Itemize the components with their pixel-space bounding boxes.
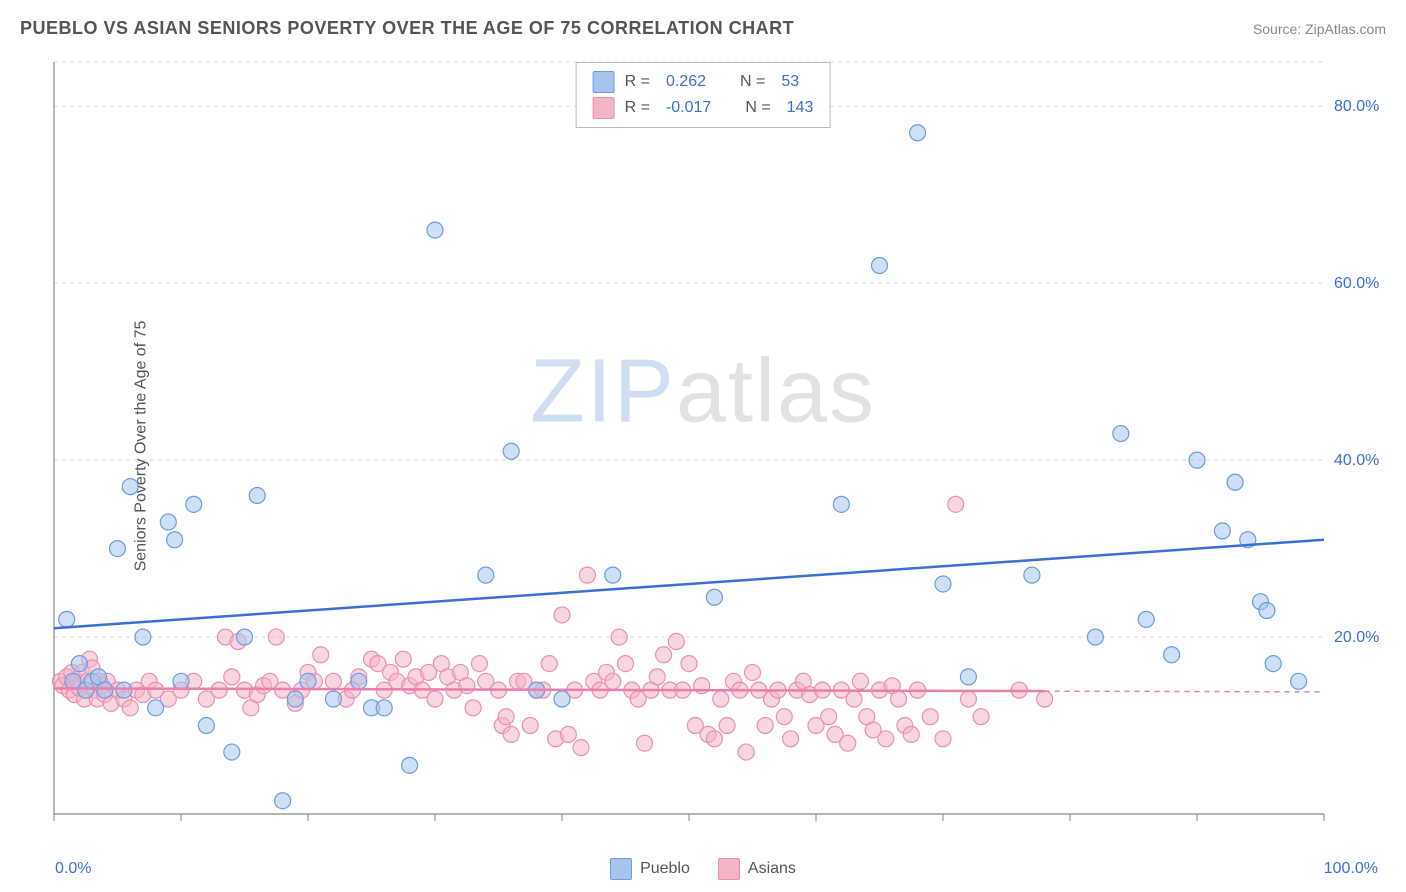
r-label: R =	[625, 69, 650, 95]
legend-item: Pueblo	[610, 858, 690, 880]
svg-text:80.0%: 80.0%	[1334, 98, 1379, 115]
svg-text:40.0%: 40.0%	[1334, 452, 1379, 469]
r-label: R =	[625, 95, 650, 121]
series-legend: Pueblo Asians	[0, 858, 1406, 880]
legend-swatch	[718, 858, 740, 880]
n-label: N =	[745, 95, 770, 121]
correlation-legend-row: R = -0.017 N = 143	[593, 95, 814, 121]
r-value: 0.262	[666, 69, 706, 95]
legend-item: Asians	[718, 858, 796, 880]
legend-swatch	[593, 97, 615, 119]
correlation-legend: R = 0.262 N = 53 R = -0.017 N = 143	[576, 62, 831, 128]
chart-plot-area: 20.0% 40.0% 60.0% 80.0%	[50, 58, 1386, 832]
legend-swatch	[593, 71, 615, 93]
legend-swatch	[610, 858, 632, 880]
legend-label: Asians	[748, 860, 796, 878]
r-value: -0.017	[666, 95, 711, 121]
svg-text:20.0%: 20.0%	[1334, 629, 1379, 646]
correlation-legend-row: R = 0.262 N = 53	[593, 69, 814, 95]
svg-text:60.0%: 60.0%	[1334, 275, 1379, 292]
legend-label: Pueblo	[640, 860, 690, 878]
n-label: N =	[740, 69, 765, 95]
n-value: 143	[787, 95, 814, 121]
chart-title: PUEBLO VS ASIAN SENIORS POVERTY OVER THE…	[20, 18, 794, 39]
source-label: Source: ZipAtlas.com	[1253, 21, 1386, 37]
n-value: 53	[781, 69, 799, 95]
scatter-chart: 20.0% 40.0% 60.0% 80.0%	[50, 58, 1386, 832]
